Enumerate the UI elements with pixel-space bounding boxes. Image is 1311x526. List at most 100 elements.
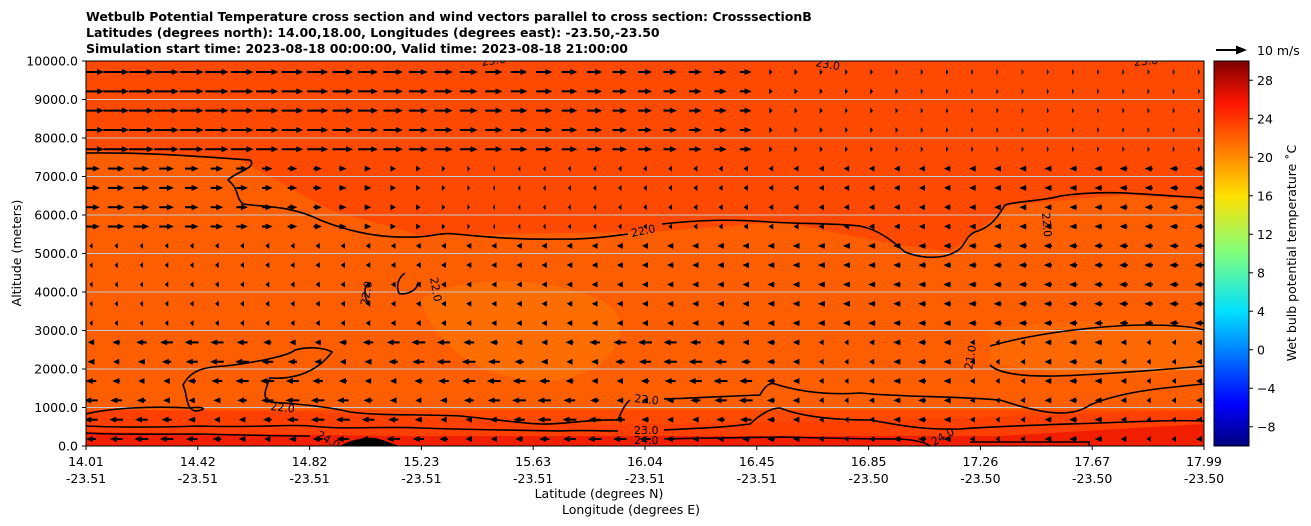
- wind-vector: [210, 339, 224, 346]
- wind-vector: [467, 165, 470, 172]
- wind-vector: [688, 378, 702, 385]
- wind-vector: [492, 165, 495, 172]
- wind-vector: [491, 300, 497, 307]
- wind-vector: [540, 358, 548, 365]
- wind-vector: [1069, 397, 1078, 404]
- wind-vector: [1072, 126, 1075, 133]
- wind-vector: [263, 339, 272, 346]
- wind-vector: [568, 165, 571, 172]
- wind-vector: [415, 300, 421, 307]
- wind-vector: [383, 69, 403, 75]
- wind-vector: [739, 146, 752, 153]
- wind-vector: [434, 69, 453, 75]
- wind-vector: [566, 358, 573, 365]
- wind-vector: [1018, 242, 1027, 249]
- wind-vector: [1144, 320, 1153, 327]
- wind-vector: [1147, 126, 1150, 133]
- wind-vector: [717, 436, 724, 442]
- wind-vector: [971, 88, 974, 95]
- wind-vector: [842, 281, 850, 288]
- wind-vector: [792, 378, 800, 385]
- wind-vector: [159, 436, 174, 442]
- wind-vector: [1094, 300, 1103, 307]
- wind-vector: [993, 300, 1002, 307]
- wind-vector: [1198, 126, 1200, 133]
- wind-vector: [587, 88, 603, 95]
- wind-vector: [591, 281, 598, 288]
- wind-vector: [462, 378, 476, 385]
- wind-vector: [109, 436, 123, 442]
- wind-vector: [793, 223, 799, 230]
- wind-vector: [743, 223, 748, 230]
- wind-vector: [441, 242, 446, 249]
- wind-vector: [614, 416, 625, 423]
- wind-vector: [692, 416, 699, 423]
- wind-vector: [187, 416, 196, 423]
- wind-vector: [818, 339, 824, 346]
- wind-vector: [485, 69, 503, 75]
- wind-vector: [818, 165, 824, 172]
- wind-vector: [536, 107, 553, 114]
- wind-vector: [893, 436, 901, 442]
- wind-vector: [1119, 242, 1128, 249]
- wind-vector: [339, 223, 347, 230]
- x-tick-label-lat: 15.23: [404, 454, 440, 469]
- wind-vector: [716, 339, 725, 346]
- wind-vector: [541, 300, 547, 307]
- wind-vector: [1171, 378, 1176, 385]
- wind-vector: [561, 107, 578, 114]
- wind-vector: [163, 378, 170, 385]
- wind-vector: [1094, 223, 1103, 230]
- wind-vector: [718, 204, 723, 211]
- wind-vector: [895, 69, 899, 75]
- wind-vector: [1044, 204, 1052, 211]
- wind-vector: [1198, 69, 1200, 75]
- wind-vector: [618, 165, 622, 172]
- wind-vector: [213, 397, 221, 404]
- wind-vector: [717, 320, 724, 327]
- wind-vector: [1018, 281, 1027, 288]
- y-tick-label: 8000.0: [34, 131, 78, 146]
- wind-vector: [692, 262, 699, 269]
- wind-vector: [1172, 126, 1175, 133]
- wind-vector: [281, 88, 304, 95]
- wind-vector: [1068, 300, 1078, 307]
- wind-vector: [943, 358, 951, 365]
- wind-vector: [563, 436, 576, 442]
- wind-vector: [87, 358, 95, 365]
- wind-vector: [1144, 165, 1153, 172]
- wind-vector: [313, 184, 322, 191]
- wind-vector: [412, 358, 425, 365]
- wind-vector: [1171, 416, 1176, 423]
- wind-vector: [188, 397, 195, 404]
- wind-vector: [870, 146, 873, 153]
- wind-vector: [1044, 416, 1052, 423]
- wind-vector: [113, 358, 120, 365]
- wind-vector: [164, 320, 169, 327]
- wind-vector: [517, 204, 521, 211]
- wind-vector: [845, 69, 848, 75]
- x-tick-label-lon: -23.50: [960, 471, 1000, 486]
- wind-vector: [969, 397, 975, 404]
- wind-vector: [315, 242, 320, 249]
- wind-vector: [1144, 184, 1153, 191]
- wind-vector: [944, 204, 951, 211]
- wind-vector: [918, 262, 926, 269]
- wind-vector: [893, 242, 901, 249]
- wind-vector: [562, 416, 577, 423]
- wind-vector: [593, 204, 597, 211]
- wind-vector: [159, 223, 174, 230]
- wind-vector: [365, 320, 371, 327]
- wind-vector: [389, 397, 397, 404]
- wind-vector: [1094, 242, 1103, 249]
- wind-vector: [1172, 88, 1175, 95]
- wind-vector: [638, 358, 652, 365]
- wind-vector: [1019, 184, 1027, 191]
- wind-vector: [434, 88, 453, 95]
- wind-vector: [869, 339, 875, 346]
- wind-vector: [110, 397, 123, 404]
- wind-vector: [441, 300, 446, 307]
- wind-vector: [238, 416, 246, 423]
- wind-vector: [1122, 107, 1125, 114]
- wind-vector: [1122, 69, 1125, 75]
